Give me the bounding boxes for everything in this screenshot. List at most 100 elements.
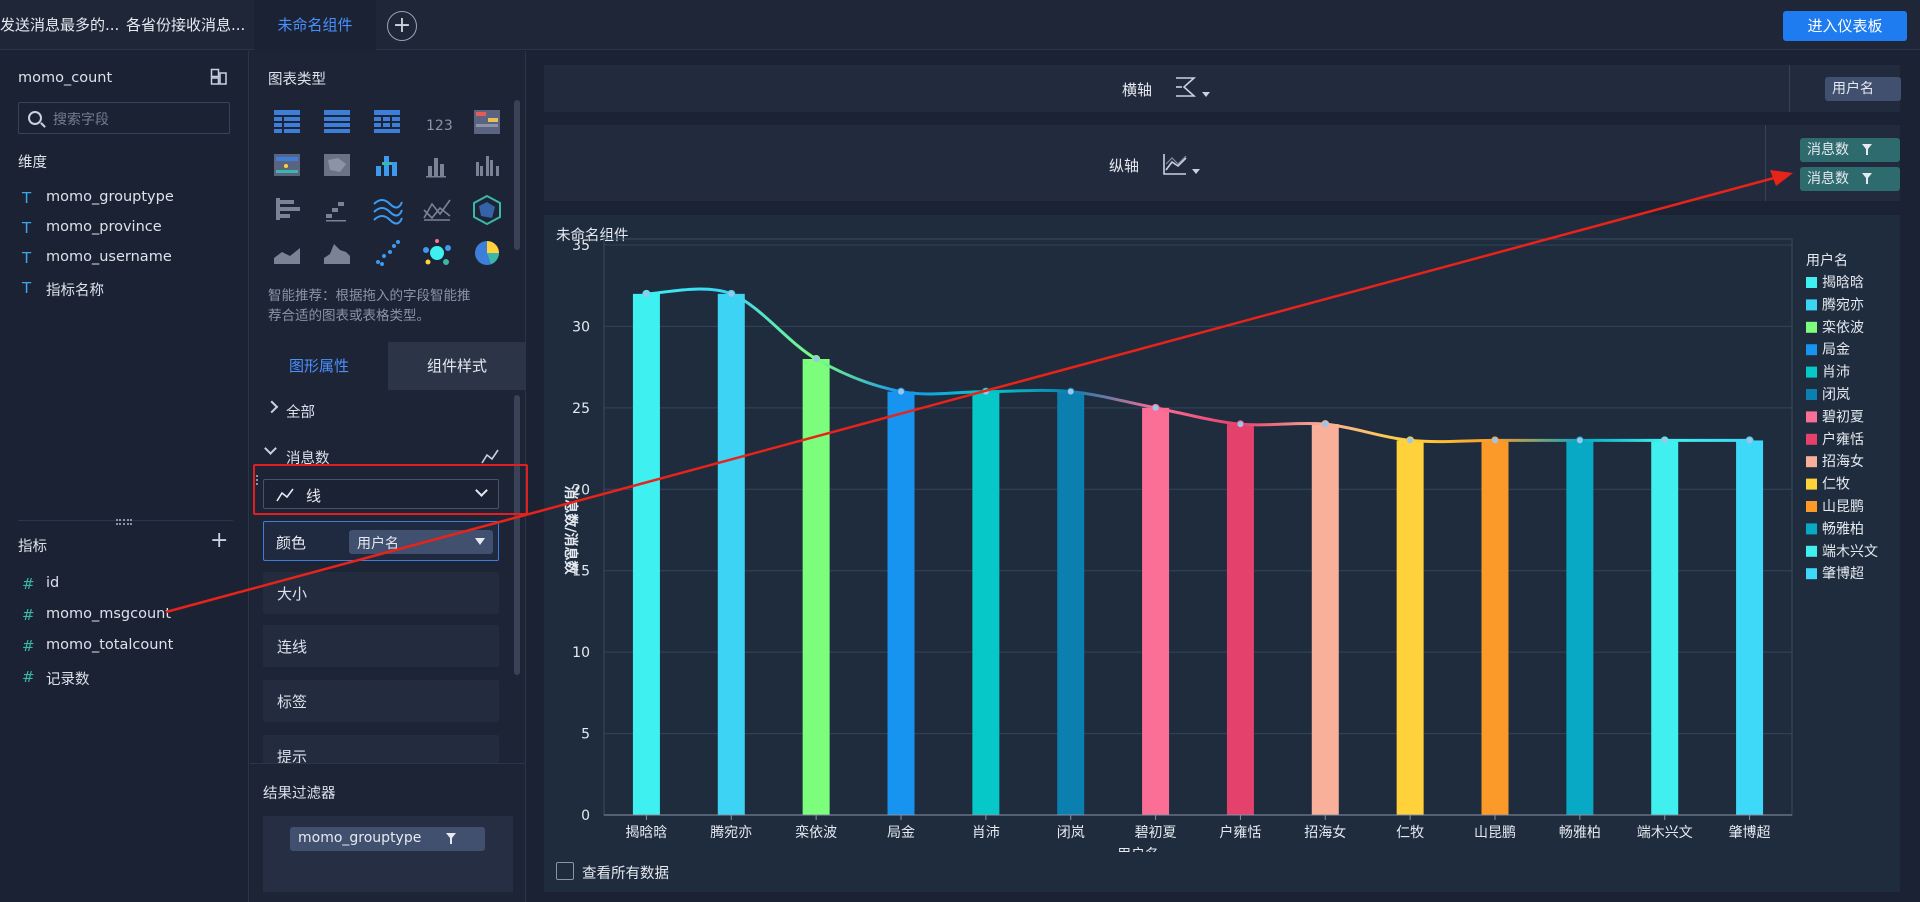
filter-icon <box>1862 173 1872 184</box>
legend-item: 户雍恬 <box>1822 431 1864 448</box>
legend-swatch <box>1806 433 1817 445</box>
line-point <box>981 387 990 396</box>
tab-most-messages[interactable]: 发送消息最多的... <box>0 16 120 34</box>
color-row[interactable]: 颜色 用户名 <box>263 521 499 561</box>
filter-icon <box>1862 144 1872 155</box>
y-tick-label: 5 <box>581 727 590 743</box>
view-all-label[interactable]: 查看所有数据 <box>582 866 669 882</box>
resize-handle-icon[interactable] <box>116 519 132 525</box>
bar <box>1396 440 1424 815</box>
chart-types-title: 图表类型 <box>268 72 326 88</box>
legend-swatch <box>1806 277 1817 288</box>
tab-unnamed-component[interactable]: 未命名组件 <box>254 0 376 50</box>
measure-item[interactable]: # momo_msgcount <box>22 606 172 624</box>
line-point <box>727 289 736 298</box>
add-tab-icon[interactable]: + <box>387 11 417 41</box>
enter-dashboard-button[interactable]: 进入仪表板 <box>1783 11 1907 41</box>
x-tick-label: 局金 <box>887 825 915 841</box>
stacked-area-icon <box>324 244 350 264</box>
chart-card: 未命名组件 0 5 10 15 20 25 30 35 消息数/消息数 揭晗晗 腾宛亦 栾依波 局金 肖沛… <box>544 215 1900 892</box>
filter-field-pill[interactable]: momo_grouptype <box>290 827 485 851</box>
x-tick-label: 腾宛亦 <box>710 824 752 841</box>
bar-chart-icon <box>426 158 446 178</box>
legend-item: 肖沛 <box>1822 365 1850 381</box>
chart-type-select[interactable]: 线 <box>263 479 499 509</box>
tab-province-messages[interactable]: 各省份接收消息... <box>126 16 246 34</box>
line-point <box>1745 436 1754 445</box>
tab-component-styles[interactable]: 组件样式 <box>388 342 526 390</box>
bubble-icon <box>423 239 451 265</box>
switch-dataset-icon[interactable] <box>210 68 228 86</box>
search-icon <box>28 111 42 125</box>
line-point <box>812 355 821 363</box>
tooltip-row[interactable]: 提示 <box>263 735 499 763</box>
legend-swatch <box>1806 411 1817 423</box>
line-axis-icon[interactable] <box>1162 152 1204 176</box>
measure-item[interactable]: # momo_totalcount <box>22 637 174 655</box>
filter-icon <box>446 833 456 844</box>
chart-types-scrollbar[interactable] <box>514 100 520 250</box>
legend-item: 闭岚 <box>1822 387 1850 403</box>
measures-title: 指标 <box>18 539 47 555</box>
funnel-table-icon <box>274 154 300 176</box>
area-line-icon <box>423 199 451 221</box>
line-point <box>1491 436 1499 445</box>
dimension-item[interactable]: T momo_grouptype <box>22 189 174 207</box>
view-all-checkbox[interactable] <box>556 862 574 880</box>
legend-swatch <box>1806 366 1817 378</box>
properties-scrollbar[interactable] <box>514 395 520 675</box>
horizontal-bar-icon <box>276 198 300 220</box>
legend-swatch <box>1806 299 1817 311</box>
bar <box>1481 440 1509 815</box>
dimension-item[interactable]: T momo_province <box>22 219 162 237</box>
legend-item: 畅雅柏 <box>1822 521 1864 537</box>
map-icon <box>324 154 350 176</box>
y-axis-label: 纵轴 <box>1109 157 1140 175</box>
drag-handle-icon[interactable] <box>256 475 258 485</box>
add-measure-icon[interactable]: + <box>210 528 229 553</box>
bar <box>1057 391 1085 815</box>
y-axis-field-pill[interactable]: 消息数 <box>1800 138 1900 162</box>
x-axis-field-pill[interactable]: 用户名 <box>1825 77 1901 101</box>
legend-item: 局金 <box>1822 342 1850 358</box>
chart-type-grid: 123 <box>274 110 501 266</box>
legend-item: 碧初夏 <box>1822 408 1864 425</box>
plot-frame <box>603 238 1793 816</box>
x-tick-label: 畅雅柏 <box>1559 825 1601 841</box>
x-axis-row: 横轴 用户名 <box>544 65 1901 112</box>
y-axis-row: 纵轴 消息数 消息数 <box>544 125 1900 201</box>
legend-swatch <box>1806 321 1817 333</box>
measure-item[interactable]: # id <box>22 575 60 593</box>
x-tick-label: 揭晗晗 <box>625 824 667 841</box>
legend-swatch <box>1806 456 1817 468</box>
bar <box>717 293 745 815</box>
dimension-item[interactable]: T momo_username <box>22 249 172 267</box>
text-field-icon: T <box>22 249 32 267</box>
y-axis-field-pill[interactable]: 消息数 <box>1800 167 1900 191</box>
connect-line-row[interactable]: 连线 <box>263 625 499 667</box>
measure-item[interactable]: # 记录数 <box>22 668 90 688</box>
line-chart-icon <box>276 488 294 502</box>
color-field-pill[interactable]: 用户名 <box>349 530 493 554</box>
legend-item: 仁牧 <box>1822 477 1850 493</box>
combo-chart: 05101520253035消息数/消息数揭晗晗 腾宛亦 栾依波 局金 肖沛 闭岚 碧初夏户… <box>562 238 1878 852</box>
axis-sort-icon[interactable] <box>1174 75 1214 99</box>
number-field-icon: # <box>22 575 35 593</box>
x-tick-label: 户雍恬 <box>1219 824 1261 841</box>
x-tick-label: 端木兴文 <box>1637 825 1693 841</box>
line-point <box>1236 420 1245 429</box>
legend-swatch <box>1806 545 1817 557</box>
dimension-item[interactable]: T 指标名称 <box>22 279 104 299</box>
label-row[interactable]: 标签 <box>263 680 499 722</box>
x-tick-label: 闭岚 <box>1057 825 1085 841</box>
search-field-input[interactable]: 搜索字段 <box>18 102 230 134</box>
tab-bar: 发送消息最多的... 各省份接收消息... 未命名组件 + 进入仪表板 <box>0 0 1920 50</box>
tab-chart-properties[interactable]: 图形属性 <box>250 342 388 390</box>
size-row[interactable]: 大小 <box>263 572 499 614</box>
text-field-icon: T <box>22 189 32 207</box>
legend-item: 肇博超 <box>1822 565 1864 582</box>
filter-drop-area[interactable]: momo_grouptype <box>263 816 513 892</box>
filter-title: 结果过滤器 <box>263 786 336 802</box>
legend-title: 用户名 <box>1806 252 1848 269</box>
y-tick-label: 0 <box>581 808 590 824</box>
